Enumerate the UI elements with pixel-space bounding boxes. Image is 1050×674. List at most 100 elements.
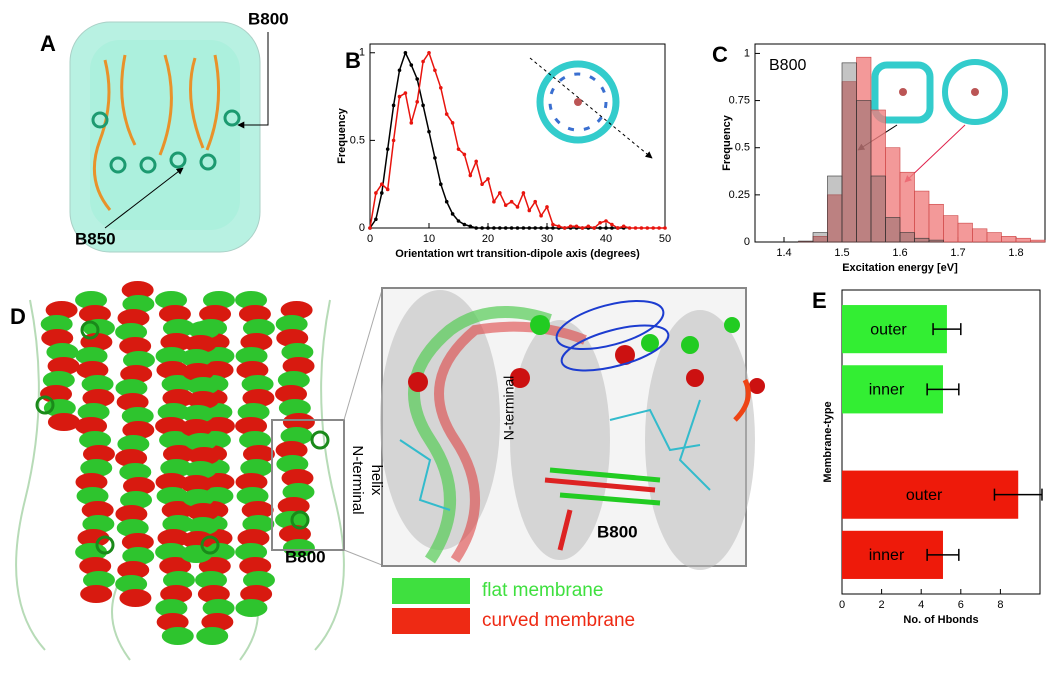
data-point	[498, 191, 502, 195]
data-point	[598, 220, 602, 225]
helix-turn	[120, 365, 153, 383]
data-point	[621, 224, 626, 229]
zoom-image-part-part	[615, 345, 635, 365]
helix-turn	[162, 571, 195, 589]
data-point	[533, 199, 537, 204]
helix-turn	[77, 403, 110, 421]
helix-turn	[46, 343, 79, 361]
y-tick-label: 0.25	[729, 189, 750, 201]
data-point	[627, 226, 632, 230]
data-point	[663, 226, 667, 230]
helix-turn	[81, 375, 114, 393]
helix-turn	[197, 585, 230, 603]
annotation: B800	[248, 9, 289, 28]
helix-turn	[115, 323, 148, 341]
helix-turn	[160, 585, 193, 603]
data-point	[616, 226, 620, 230]
zoom-image-part-part	[559, 492, 661, 506]
data-point	[427, 50, 431, 55]
panel-a-image-part-part	[139, 156, 157, 174]
data-point	[397, 68, 402, 73]
data-point	[580, 226, 585, 230]
data-point	[391, 138, 396, 143]
helix-turn	[235, 473, 268, 491]
helix-turn	[280, 301, 313, 319]
data-point	[533, 226, 537, 230]
data-point	[474, 159, 479, 164]
helix-turn	[47, 357, 80, 375]
x-tick-label: 2	[879, 599, 885, 611]
helix-turn	[75, 347, 108, 365]
data-point	[433, 156, 437, 160]
helix-turn	[79, 557, 112, 575]
helix-turn	[278, 399, 311, 417]
helix-turn	[155, 473, 188, 491]
histogram-bar	[870, 175, 886, 243]
data-point	[409, 121, 414, 125]
bar	[842, 530, 943, 579]
helix-turn	[75, 473, 108, 491]
panel-label: A	[40, 31, 56, 56]
histogram-bar	[899, 232, 915, 243]
inset-rings-part	[536, 60, 620, 144]
zoom-image-part	[434, 321, 587, 563]
helix-turn	[155, 543, 188, 561]
helix-turn	[235, 347, 268, 365]
zoom-image-part-part	[645, 310, 755, 570]
helix-turn	[201, 613, 234, 631]
data-point	[610, 222, 614, 227]
helix-turn	[161, 627, 194, 645]
helix-turn	[275, 315, 308, 333]
panel-a-image-part-part	[109, 156, 127, 174]
helix-turn	[281, 469, 314, 487]
helix-turn	[162, 389, 195, 407]
annotation: B850	[75, 229, 116, 248]
data-point	[604, 226, 608, 230]
helix-turn	[202, 291, 235, 309]
data-point	[610, 226, 614, 230]
helix-turn	[242, 571, 275, 589]
helix-turn	[122, 477, 155, 495]
y-tick-label: 0.75	[729, 94, 750, 106]
panel-a-image-part-part	[91, 111, 109, 129]
data-point	[557, 224, 561, 229]
x-tick-label: 0	[367, 233, 373, 245]
helix-turn	[75, 543, 108, 561]
helix-turn	[275, 441, 308, 459]
helix-turn	[181, 405, 214, 423]
helix-turn	[121, 281, 154, 299]
zoom-image-part	[733, 378, 751, 422]
helix-turn	[276, 455, 309, 473]
data-point	[374, 217, 378, 222]
data-point	[539, 213, 543, 218]
error-bar	[926, 548, 960, 561]
data-point	[409, 63, 414, 67]
bar	[842, 470, 1019, 519]
helix-turn	[282, 483, 315, 501]
inset-rings-part	[904, 124, 966, 183]
y-tick-label: 1	[359, 47, 365, 59]
helix-turn	[162, 445, 195, 463]
helix-turn	[162, 515, 195, 533]
zoom-image-part-part	[724, 317, 740, 333]
helix-turn	[122, 295, 155, 313]
data-point	[586, 224, 591, 229]
helix-turn	[156, 613, 189, 631]
data-point	[439, 182, 443, 186]
helix-turn	[115, 575, 148, 593]
data-point	[385, 187, 390, 192]
data-point	[374, 191, 378, 195]
helix-turn	[236, 487, 269, 505]
helix-turn	[282, 539, 315, 557]
data-point	[545, 205, 549, 209]
x-axis-label: Orientation wrt transition-dipole axis (…	[395, 248, 640, 260]
chromophore	[35, 395, 55, 415]
helix-turn	[195, 571, 228, 589]
y-tick-label: 0	[359, 222, 365, 234]
helix-turn	[157, 403, 190, 421]
helix-turn	[235, 543, 268, 561]
data-point	[492, 199, 496, 204]
bar	[842, 305, 947, 354]
zoom-image-part	[343, 289, 383, 421]
panel-a-image-part-part	[199, 153, 217, 171]
